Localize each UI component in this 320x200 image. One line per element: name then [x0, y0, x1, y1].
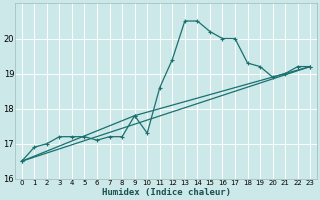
X-axis label: Humidex (Indice chaleur): Humidex (Indice chaleur) — [101, 188, 230, 197]
